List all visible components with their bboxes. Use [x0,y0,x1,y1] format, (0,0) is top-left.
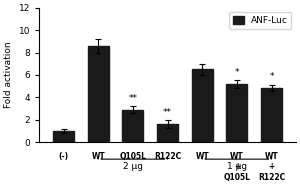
Text: **: ** [128,94,137,103]
Bar [122,110,143,142]
Text: 2 μg: 2 μg [123,162,143,171]
Text: *: * [269,72,274,81]
Bar [261,88,282,142]
Y-axis label: Fold activation: Fold activation [4,42,13,108]
Bar [53,131,74,142]
Bar [88,46,109,142]
Text: **: ** [163,108,172,116]
Text: *: * [235,68,239,77]
Text: 1 μg: 1 μg [227,162,247,171]
Legend: ANF-Luc: ANF-Luc [229,12,291,28]
Bar [226,84,247,142]
Bar [192,69,213,142]
Bar [157,124,178,142]
